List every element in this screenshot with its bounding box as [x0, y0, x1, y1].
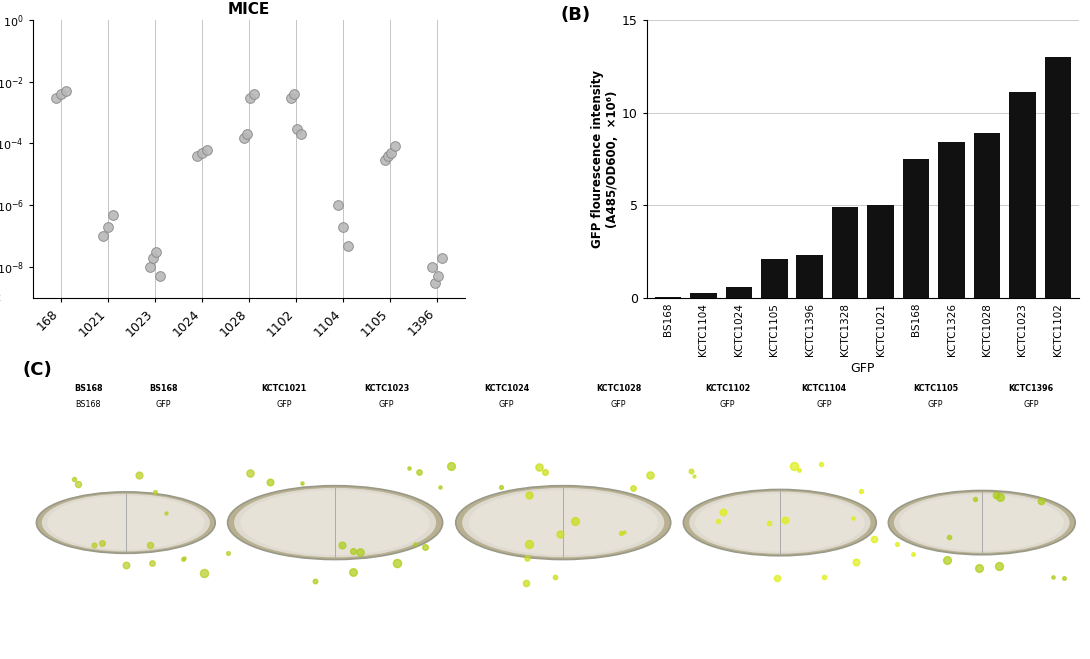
X-axis label: GFP: GFP: [850, 362, 875, 374]
Ellipse shape: [462, 488, 664, 558]
Bar: [1044, 57, 1071, 298]
Text: KCTC1104: KCTC1104: [801, 384, 846, 393]
Text: KCTC1396: KCTC1396: [1008, 384, 1054, 393]
Bar: [938, 142, 965, 298]
Text: GFP: GFP: [928, 399, 944, 409]
Ellipse shape: [469, 490, 657, 555]
Bar: [832, 207, 859, 298]
Ellipse shape: [228, 486, 443, 559]
Text: KCTC1021: KCTC1021: [262, 384, 306, 393]
Title: MICE: MICE: [228, 2, 270, 17]
Text: (C): (C): [22, 361, 52, 379]
Text: KCTC1105: KCTC1105: [913, 384, 958, 393]
Ellipse shape: [695, 494, 864, 552]
Bar: [761, 259, 788, 298]
Text: KCTC1102: KCTC1102: [705, 384, 750, 393]
Text: BS168: BS168: [74, 384, 102, 393]
Bar: [903, 159, 930, 298]
Text: KCTC1023: KCTC1023: [364, 384, 409, 393]
Text: GFP: GFP: [276, 399, 292, 409]
Ellipse shape: [241, 490, 429, 555]
Ellipse shape: [899, 494, 1064, 551]
Ellipse shape: [41, 494, 210, 552]
Text: GFP: GFP: [1024, 399, 1039, 409]
Text: BS168: BS168: [149, 384, 178, 393]
Text: GFP: GFP: [499, 399, 514, 409]
Text: KCTC1028: KCTC1028: [596, 384, 641, 393]
Text: GFP: GFP: [156, 399, 171, 409]
Ellipse shape: [888, 490, 1075, 555]
Ellipse shape: [234, 488, 436, 558]
Bar: [797, 256, 823, 298]
Y-axis label: GFP flourescence intensity
(A485/OD600,  ×10⁶): GFP flourescence intensity (A485/OD600, …: [591, 70, 619, 248]
Bar: [973, 133, 1001, 298]
Ellipse shape: [683, 490, 876, 556]
Text: GFP: GFP: [378, 399, 395, 409]
Text: GFP: GFP: [816, 399, 832, 409]
Text: BS168: BS168: [75, 399, 101, 409]
Text: GFP: GFP: [719, 399, 736, 409]
Text: KCTC1024: KCTC1024: [484, 384, 530, 393]
Text: (B): (B): [560, 6, 591, 24]
Bar: [726, 287, 752, 298]
Text: GFP: GFP: [610, 399, 627, 409]
Ellipse shape: [894, 492, 1069, 553]
Ellipse shape: [36, 492, 215, 554]
Bar: [690, 293, 717, 298]
Ellipse shape: [689, 492, 871, 554]
Ellipse shape: [47, 496, 205, 550]
Bar: [1009, 92, 1036, 298]
Bar: [868, 206, 894, 298]
Ellipse shape: [456, 486, 670, 559]
Bar: [655, 297, 681, 298]
